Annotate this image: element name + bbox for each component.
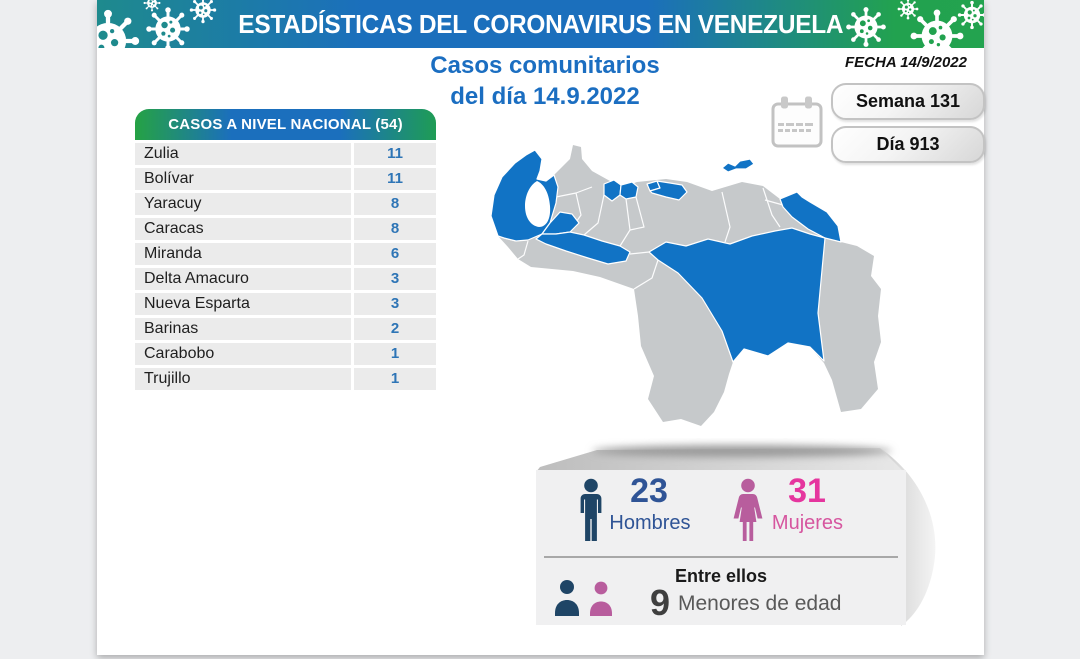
men-count: 23 (630, 472, 668, 510)
women-count: 31 (788, 472, 826, 510)
map-state-carabobo (619, 181, 639, 200)
male-bust-icon (555, 580, 579, 616)
banner-title-text: ESTADÍSTICAS DEL CORONAVIRUS EN VENEZUEL… (238, 8, 843, 39)
page-title-line1: Casos comunitarios (430, 52, 660, 79)
state-cases: 3 (354, 268, 436, 290)
map-state-miranda (649, 180, 688, 201)
cases-table-header: CASOS A NIVEL NACIONAL (54) (135, 109, 436, 140)
state-cases: 11 (354, 143, 436, 165)
state-cases: 2 (354, 318, 436, 340)
state-name: Delta Amacuro (135, 268, 351, 290)
state-name: Carabobo (135, 343, 351, 365)
state-cases: 8 (354, 193, 436, 215)
state-cases: 1 (354, 368, 436, 390)
state-cases: 6 (354, 243, 436, 265)
male-icon (580, 478, 602, 541)
map-state-borders (503, 186, 784, 290)
demographics-panel: 23 Hombres 31 Mujeres Entre ellos (536, 470, 906, 625)
table-row: Trujillo 1 (135, 368, 436, 390)
table-row: Nueva Esparta 3 (135, 293, 436, 315)
minors-icons (555, 580, 612, 616)
state-cases: 11 (354, 168, 436, 190)
map-highlighted-states (490, 149, 842, 363)
women-label: Mujeres (771, 512, 844, 534)
map-state-delta-amacuro (779, 191, 842, 243)
state-cases: 8 (354, 218, 436, 240)
page-title-line2: del día 14.9.2022 (450, 83, 640, 110)
state-name: Caracas (135, 218, 351, 240)
date-label: FECHA 14/9/2022 (844, 54, 967, 71)
day-badge-label: Día 913 (876, 134, 940, 154)
state-name: Nueva Esparta (135, 293, 351, 315)
men-label: Hombres (609, 512, 691, 534)
map-state-bolivar (648, 227, 826, 363)
panel-divider (544, 556, 898, 558)
state-name: Miranda (135, 243, 351, 265)
calendar-icon (771, 96, 823, 148)
table-row: Zulia 11 (135, 143, 436, 165)
day-badge: Día 913 (831, 126, 985, 163)
stats-panel-shadow (536, 445, 936, 626)
map-state-nueva-esparta (721, 158, 755, 173)
state-name: Trujillo (135, 368, 351, 390)
minors-count: 9 (649, 582, 670, 623)
table-row: Yaracuy 8 (135, 193, 436, 215)
banner-title: ESTADÍSTICAS DEL CORONAVIRUS EN VENEZUEL… (97, 0, 984, 48)
venezuela-map (490, 145, 881, 426)
minors-intro: Entre ellos (674, 566, 768, 586)
female-icon (733, 478, 763, 541)
map-lake-maracaibo (525, 181, 551, 227)
week-badge: Semana 131 (831, 83, 985, 120)
state-cases: 3 (354, 293, 436, 315)
week-badge-label: Semana 131 (855, 91, 961, 111)
map-landmass (491, 145, 881, 426)
state-name: Barinas (135, 318, 351, 340)
table-row: Caracas 8 (135, 218, 436, 240)
table-row: Barinas 2 (135, 318, 436, 340)
state-name: Zulia (135, 143, 351, 165)
cases-table: CASOS A NIVEL NACIONAL (54) Zulia 11 Bol… (135, 109, 436, 393)
female-bust-icon (590, 581, 612, 616)
table-row: Delta Amacuro 3 (135, 268, 436, 290)
state-cases: 1 (354, 343, 436, 365)
table-row: Miranda 6 (135, 243, 436, 265)
state-name: Bolívar (135, 168, 351, 190)
map-state-barinas (535, 231, 631, 265)
table-row: Bolívar 11 (135, 168, 436, 190)
table-row: Carabobo 1 (135, 343, 436, 365)
top-banner: ESTADÍSTICAS DEL CORONAVIRUS EN VENEZUEL… (97, 0, 984, 48)
page-title: Casos comunitarios del día 14.9.2022 (405, 50, 685, 112)
infographic-page: ESTADÍSTICAS DEL CORONAVIRUS EN VENEZUEL… (97, 0, 985, 655)
state-name: Yaracuy (135, 193, 351, 215)
minors-label: Menores de edad (678, 592, 842, 615)
